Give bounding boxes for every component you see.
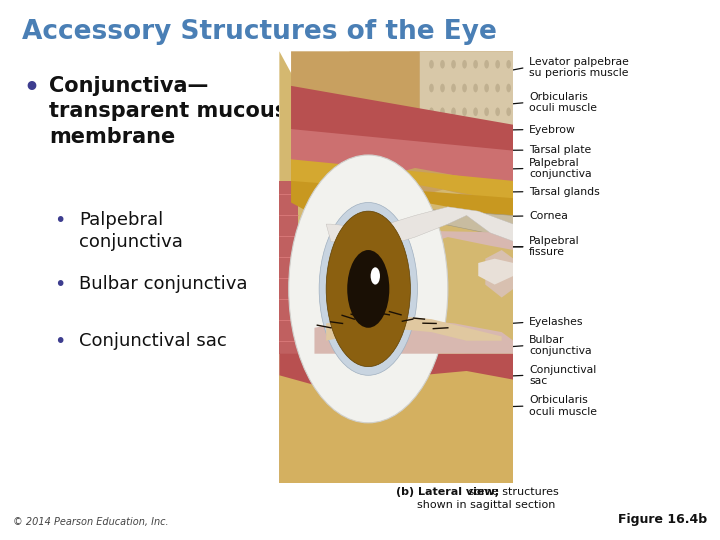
Polygon shape [279,336,513,483]
Polygon shape [291,51,513,215]
Circle shape [429,60,433,69]
Text: shown in sagittal section: shown in sagittal section [416,500,555,510]
Circle shape [462,84,467,92]
Circle shape [440,107,445,116]
Circle shape [485,131,489,140]
Text: Palpebral
fissure: Palpebral fissure [529,236,580,258]
Text: Palpebral
conjunctiva: Palpebral conjunctiva [529,158,592,179]
Circle shape [495,155,500,164]
Circle shape [451,155,456,164]
Polygon shape [326,202,513,246]
Circle shape [347,250,390,328]
Circle shape [485,107,489,116]
Text: Orbicularis
oculi muscle: Orbicularis oculi muscle [529,92,597,113]
Text: Conjunctival
sac: Conjunctival sac [529,364,596,386]
Circle shape [429,155,433,164]
Text: Orbicularis
oculi muscle: Orbicularis oculi muscle [529,395,597,417]
Text: •: • [54,275,66,294]
Text: •: • [54,211,66,229]
Polygon shape [279,51,513,483]
Polygon shape [291,129,513,190]
Text: Tarsal plate: Tarsal plate [529,145,591,155]
Circle shape [451,60,456,69]
Circle shape [462,60,467,69]
Circle shape [440,84,445,92]
Circle shape [495,84,500,92]
Polygon shape [315,319,513,354]
Polygon shape [315,228,513,259]
Circle shape [506,60,511,69]
Text: Bulbar conjunctiva: Bulbar conjunctiva [79,275,248,293]
Circle shape [473,131,478,140]
Text: Eyebrow: Eyebrow [529,125,576,134]
Text: Figure 16.4b: Figure 16.4b [618,514,707,526]
Circle shape [473,155,478,164]
Circle shape [462,131,467,140]
Circle shape [440,131,445,140]
Text: Levator palpebrae
su perioris muscle: Levator palpebrae su perioris muscle [529,57,629,78]
Circle shape [485,155,489,164]
Text: Cornea: Cornea [529,211,568,221]
Circle shape [440,60,445,69]
Polygon shape [326,207,513,250]
Ellipse shape [289,155,448,423]
Text: Accessory Structures of the Eye: Accessory Structures of the Eye [22,19,497,45]
Polygon shape [291,159,513,207]
Circle shape [473,60,478,69]
Circle shape [440,155,445,164]
Circle shape [473,84,478,92]
Circle shape [485,84,489,92]
Circle shape [462,107,467,116]
Circle shape [506,131,511,140]
Circle shape [429,84,433,92]
Circle shape [495,131,500,140]
Text: (b) Lateral view;: (b) Lateral view; [396,487,500,497]
Text: •: • [54,332,66,351]
Polygon shape [485,250,513,298]
Circle shape [485,60,489,69]
Circle shape [429,131,433,140]
Circle shape [506,155,511,164]
Polygon shape [291,86,513,164]
Text: Bulbar
conjunctiva: Bulbar conjunctiva [529,335,592,356]
Text: Tarsal glands: Tarsal glands [529,187,600,197]
Circle shape [462,155,467,164]
Circle shape [326,211,410,367]
Circle shape [506,84,511,92]
Polygon shape [279,181,298,354]
Text: Eyelashes: Eyelashes [529,318,584,327]
Circle shape [495,107,500,116]
Polygon shape [350,51,513,246]
Text: Conjunctiva—
transparent mucous
membrane: Conjunctiva— transparent mucous membrane [49,76,287,147]
Circle shape [506,107,511,116]
Text: some structures: some structures [465,487,559,497]
Circle shape [429,107,433,116]
Text: •: • [23,76,39,99]
Text: Palpebral
conjunctiva: Palpebral conjunctiva [79,211,183,251]
Circle shape [495,60,500,69]
Polygon shape [291,181,513,224]
Text: © 2014 Pearson Education, Inc.: © 2014 Pearson Education, Inc. [13,516,168,526]
Circle shape [451,84,456,92]
Polygon shape [279,345,513,483]
Polygon shape [326,315,502,341]
Polygon shape [279,51,513,483]
Polygon shape [279,354,513,388]
Polygon shape [478,259,513,285]
Text: Conjunctival sac: Conjunctival sac [79,332,227,350]
Polygon shape [420,51,513,181]
Circle shape [371,267,380,285]
Circle shape [473,107,478,116]
Circle shape [451,131,456,140]
Circle shape [451,107,456,116]
Ellipse shape [319,202,418,375]
